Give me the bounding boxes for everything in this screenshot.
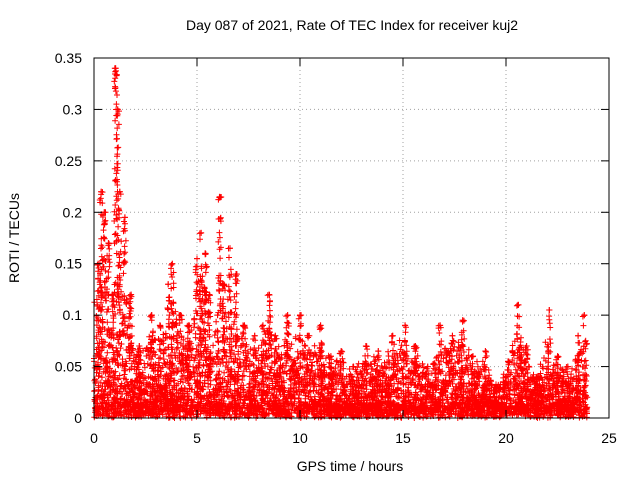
roti-peak-point <box>233 271 240 277</box>
roti-peak-point <box>402 322 409 329</box>
roti-peak-point <box>194 255 200 262</box>
y-tick-label: 0.35 <box>55 50 82 66</box>
x-tick-label: 25 <box>601 430 617 446</box>
y-axis-label: ROTI / TECUs <box>6 193 22 283</box>
roti-peak-point <box>350 363 357 370</box>
roti-peak-point <box>198 229 205 236</box>
roti-peak-point <box>424 363 431 370</box>
roti-peak-point <box>575 332 582 339</box>
x-tick-label: 15 <box>395 430 411 446</box>
roti-peak-point <box>389 332 396 339</box>
roti-peak-point <box>214 312 221 319</box>
roti-peak-point <box>362 343 369 349</box>
roti-peak-point <box>533 373 540 380</box>
roti-peak-point <box>523 343 530 349</box>
x-axis-label: GPS time / hours <box>297 458 404 474</box>
y-tick-label: 0.05 <box>55 359 82 375</box>
roti-peak-point <box>165 281 172 288</box>
y-tick-label: 0.1 <box>63 307 83 323</box>
roti-peak-point <box>128 291 135 298</box>
roti-peak-point <box>297 312 303 319</box>
roti-peak-point <box>116 188 123 195</box>
roti-peak-point <box>216 193 223 200</box>
roti-peak-point <box>121 214 128 221</box>
roti-peak-point <box>206 291 213 298</box>
roti-peak-point <box>305 332 312 339</box>
roti-peak-point <box>185 322 192 329</box>
roti-peak-point <box>112 65 119 72</box>
x-tick-label: 0 <box>90 430 98 446</box>
roti-peak-point <box>148 312 155 319</box>
roti-peak-point <box>101 209 108 216</box>
axis-ticks <box>93 57 610 419</box>
roti-peak-point <box>105 240 112 247</box>
roti-peak-point <box>327 353 334 360</box>
roti-marker-cloud <box>91 65 591 421</box>
roti-peak-point <box>109 291 116 298</box>
roti-peak-point <box>564 363 571 370</box>
roti-peak-point <box>375 348 382 355</box>
roti-peak-point <box>136 343 143 349</box>
y-tick-label: 0.15 <box>55 256 82 272</box>
y-tick-label: 0.25 <box>55 153 82 169</box>
roti-peak-point <box>156 322 163 329</box>
roti-peak-point <box>114 106 121 113</box>
roti-peak-point <box>492 384 499 391</box>
y-tick-label: 0.3 <box>63 101 83 117</box>
roti-peak-point <box>259 322 266 329</box>
data-points <box>91 65 591 421</box>
roti-peak-point <box>554 353 561 360</box>
y-tick-label: 0.2 <box>63 204 83 220</box>
roti-peak-point <box>98 188 105 195</box>
roti-peak-point <box>241 322 248 329</box>
roti-peak-point <box>220 281 227 288</box>
roti-peak-point <box>437 322 444 329</box>
roti-peak-point <box>177 312 184 319</box>
roti-peak-point <box>226 245 233 252</box>
roti-peak-point <box>251 332 258 339</box>
roti-peak-point <box>470 353 477 360</box>
roti-peak-point <box>317 322 324 329</box>
roti-peak-point <box>581 312 588 319</box>
roti-peak-point <box>266 291 273 298</box>
tick-labels: 0 5 10 15 20 25 0 0.05 0.1 0.15 0.2 0.25 0.3 0.35 <box>55 50 617 446</box>
plot-frame <box>93 57 610 419</box>
x-tick-label: 20 <box>498 430 514 446</box>
roti-peak-point <box>284 312 291 319</box>
roti-peak-point <box>459 317 466 324</box>
roti-peak-point <box>515 301 522 308</box>
x-tick-label: 10 <box>292 430 308 446</box>
roti-peak-point <box>202 250 209 257</box>
roti-peak-point <box>505 358 512 365</box>
roti-peak-point <box>412 343 419 349</box>
x-tick-label: 5 <box>193 430 201 446</box>
roti-peak-point <box>338 348 345 355</box>
roti-peak-point <box>546 307 553 313</box>
roti-peak-point <box>272 332 279 339</box>
roti-peak-point <box>449 332 456 339</box>
chart-title: Day 087 of 2021, Rate Of TEC Index for r… <box>186 17 518 33</box>
y-tick-label: 0 <box>74 410 82 426</box>
roti-peak-point <box>169 260 176 267</box>
roti-peak-point <box>482 348 489 355</box>
